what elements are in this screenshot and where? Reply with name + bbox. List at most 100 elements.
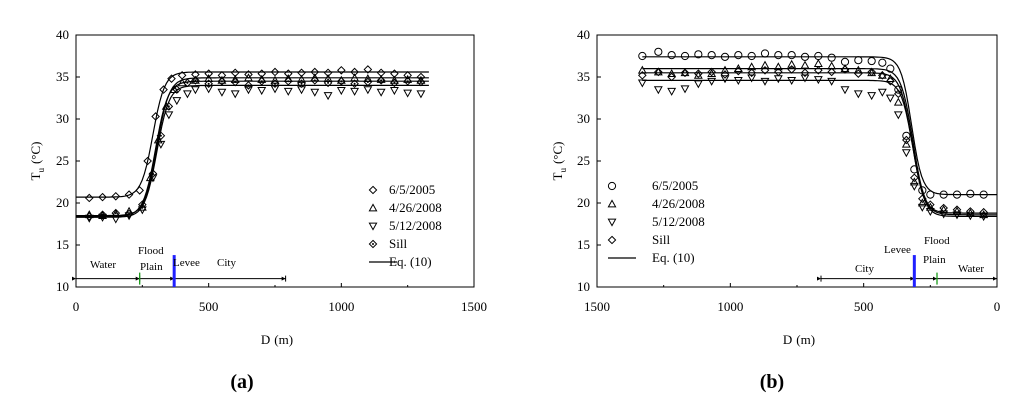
series-4-26-2008 [84,73,426,219]
data-point [787,51,796,60]
data-point [297,79,306,89]
y-axis-label: Tu (°C) [28,142,46,181]
y-axis-label-main: T [550,172,565,180]
y-tick-label: 40 [577,27,590,42]
region-label-levee: Levee [884,244,911,256]
data-point [773,62,783,71]
data-point [910,173,919,183]
data-point [747,74,757,83]
region-arrowhead [993,276,997,281]
data-point [350,87,360,96]
legend-label: 5/12/2008 [652,214,705,229]
data-point [98,192,107,202]
y-axis-label-sub: u [36,168,46,173]
data-point [653,86,663,95]
y-tick-label: 25 [577,153,590,168]
x-axis-label-unit: (m) [274,332,293,347]
region-label-water: Water [958,263,984,275]
data-point [98,210,107,220]
data-point [244,86,253,95]
data-point [190,75,200,84]
data-point [638,51,647,61]
y-tick-label: 35 [577,69,590,84]
data-point [403,89,413,98]
data-point [283,69,293,78]
x-axis-label-main: D [783,332,792,347]
data-point [877,88,887,97]
legend-item: 5/12/2008 [368,218,442,233]
series-6-5-2005 [638,47,988,199]
data-point [902,135,911,145]
data-point [917,198,927,207]
region-arrowhead [72,276,76,281]
legend-marker [607,181,617,191]
fit-curve-0 [642,56,997,196]
data-point [323,92,333,101]
data-point [909,182,919,191]
data-point [760,49,770,58]
data-point [800,74,810,83]
data-point-dot [300,82,303,85]
data-point [878,58,887,67]
region-label-plain: Plain [140,261,163,273]
fit-curve-0 [76,71,429,198]
data-point [389,87,399,96]
legend-label: Sill [389,236,407,251]
y-axis-label: Tu (°C) [550,142,568,181]
data-point [787,59,797,68]
data-point [143,156,152,166]
data-point [172,97,182,106]
y-axis-label-main: T [28,172,43,180]
region-label-flood: Flood [924,235,950,247]
data-point [638,71,647,80]
region-arrowhead [817,276,821,281]
data-point [827,53,836,62]
data-point [693,80,703,89]
data-point [707,67,716,77]
series-4-26-2008 [637,58,989,219]
panel-label: (b) [760,371,784,393]
data-point [886,76,895,86]
panel-b: 1500 1000 500 0 10 15 20 25 30 35 40 D (m) Tu (°C) 6/5/… [550,27,1000,393]
data-point [720,65,730,74]
legend-item: 6/5/2005 [368,182,435,197]
data-point [654,47,663,56]
data-point [885,94,895,103]
data-point [680,51,690,61]
data-point-dot [353,82,356,85]
legend-label: Eq. (10) [389,254,432,269]
data-point [720,75,730,84]
region-label-levee: Levee [173,257,200,269]
legend-label: 6/5/2005 [389,182,435,197]
data-point [680,68,690,78]
data-point [138,200,147,209]
series-6-5-2005 [84,65,426,203]
fit-curve-2 [76,84,429,218]
data-point [135,186,144,195]
data-point [156,140,166,149]
data-point [230,90,240,99]
x-axis-label-unit: (m) [796,332,815,347]
legend-marker [368,239,378,249]
x-tick-label: 0 [994,299,1001,314]
data-point [894,89,903,99]
data-point [680,85,690,94]
legend-marker [607,199,617,208]
data-point [217,71,227,80]
data-point [164,102,174,111]
data-point [363,86,373,95]
data-point [111,191,121,201]
region-arrowhead [281,276,286,281]
data-point [867,56,876,66]
data-point [336,87,346,96]
region-arrowhead [135,276,140,281]
data-point [814,51,823,61]
panel-label: (a) [230,371,253,393]
data-point [204,79,213,89]
y-tick-label: 30 [577,111,590,126]
data-point [124,209,134,219]
data-point [403,71,412,80]
fit-curve-3 [642,72,997,214]
data-point [190,86,200,95]
